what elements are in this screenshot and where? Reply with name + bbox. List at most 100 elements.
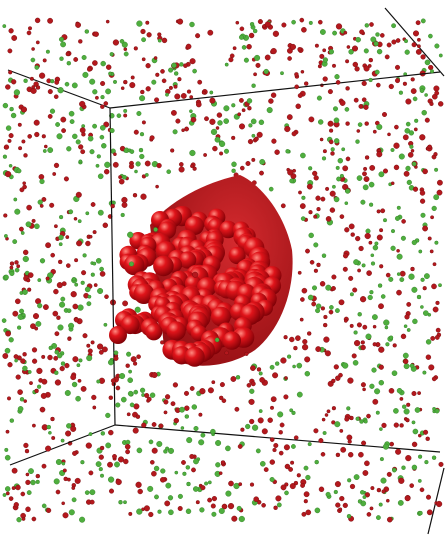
green-particle	[167, 495, 174, 501]
red-particle	[335, 502, 341, 508]
red-particle	[351, 353, 357, 359]
red-particle	[352, 45, 359, 52]
green-particle	[77, 219, 82, 224]
green-particle	[13, 89, 21, 96]
red-particle	[379, 264, 384, 269]
green-particle	[275, 361, 280, 366]
green-particle	[215, 462, 221, 468]
green-particle	[57, 324, 64, 331]
red-particle	[255, 62, 261, 68]
green-particle	[360, 199, 366, 205]
red-particle	[183, 390, 189, 396]
green-particle	[23, 78, 28, 84]
green-particle	[56, 133, 63, 140]
red-particle	[391, 39, 397, 45]
red-particle	[177, 18, 184, 25]
red-particle	[300, 70, 305, 74]
red-particle	[319, 281, 326, 287]
green-particle	[357, 312, 362, 317]
red-particle	[5, 491, 10, 496]
green-particle	[100, 125, 106, 131]
red-particle	[75, 22, 82, 28]
red-particle	[190, 164, 194, 169]
green-particle	[9, 106, 14, 112]
red-particle	[191, 467, 196, 473]
green-particle	[68, 209, 74, 215]
red-particle	[20, 358, 26, 364]
red-particle	[161, 37, 168, 44]
red-particle	[323, 314, 328, 320]
green-particle	[370, 253, 375, 258]
red-particle	[102, 222, 109, 229]
green-particle	[406, 179, 412, 186]
red-particle	[360, 382, 366, 388]
red-particle	[145, 63, 151, 69]
red-particle	[113, 152, 117, 156]
red-particle	[128, 163, 135, 170]
green-particle	[241, 45, 247, 50]
green-particle	[375, 410, 380, 415]
red-particle	[71, 486, 76, 490]
green-particle	[370, 261, 376, 266]
green-particle	[421, 109, 427, 116]
green-particle	[289, 178, 295, 184]
green-particle	[13, 197, 18, 202]
green-particle	[425, 339, 432, 345]
green-particle	[19, 397, 25, 402]
red-particle	[295, 103, 301, 110]
red-particle	[344, 416, 350, 422]
green-particle	[315, 303, 322, 309]
red-particle	[326, 409, 331, 414]
red-particle	[345, 156, 351, 162]
green-particle	[287, 354, 292, 359]
green-particle	[129, 149, 135, 154]
red-particle	[177, 77, 182, 82]
green-particle	[363, 48, 369, 54]
green-particle	[139, 132, 145, 137]
green-particle	[2, 154, 7, 159]
green-particle	[217, 120, 223, 126]
green-particle	[87, 294, 92, 299]
red-particle	[271, 138, 277, 144]
red-particle	[402, 134, 409, 141]
green-particle	[154, 494, 159, 500]
red-particle	[231, 515, 238, 522]
red-particle	[92, 405, 97, 410]
red-particle	[65, 430, 72, 437]
green-particle	[361, 263, 366, 268]
red-particle	[204, 116, 209, 122]
red-particle	[221, 503, 228, 510]
red-particle	[74, 258, 79, 263]
red-particle	[58, 259, 63, 265]
green-particle	[365, 228, 371, 234]
red-particle	[369, 164, 376, 171]
green-particle	[48, 345, 53, 351]
red-particle	[155, 72, 160, 77]
green-particle	[388, 276, 394, 282]
green-particle	[141, 37, 147, 43]
red-particle	[438, 461, 444, 467]
red-particle	[372, 324, 377, 329]
red-particle	[383, 168, 389, 174]
red-particle	[339, 428, 344, 433]
red-particle	[13, 354, 19, 359]
red-particle	[317, 64, 322, 69]
red-particle	[259, 377, 265, 383]
green-particle	[127, 390, 134, 397]
red-particle	[219, 151, 224, 156]
red-particle	[110, 203, 115, 209]
red-particle	[361, 97, 367, 102]
green-particle	[411, 420, 416, 425]
green-particle	[45, 49, 50, 54]
red-particle	[178, 162, 184, 167]
red-particle	[25, 472, 30, 477]
green-particle	[268, 186, 274, 192]
green-particle	[263, 68, 269, 75]
red-particle	[118, 178, 125, 185]
green-particle	[249, 22, 255, 27]
green-particle	[105, 442, 112, 449]
red-particle	[62, 512, 69, 519]
red-particle	[165, 394, 171, 400]
red-particle	[230, 376, 237, 382]
red-particle	[331, 378, 336, 384]
